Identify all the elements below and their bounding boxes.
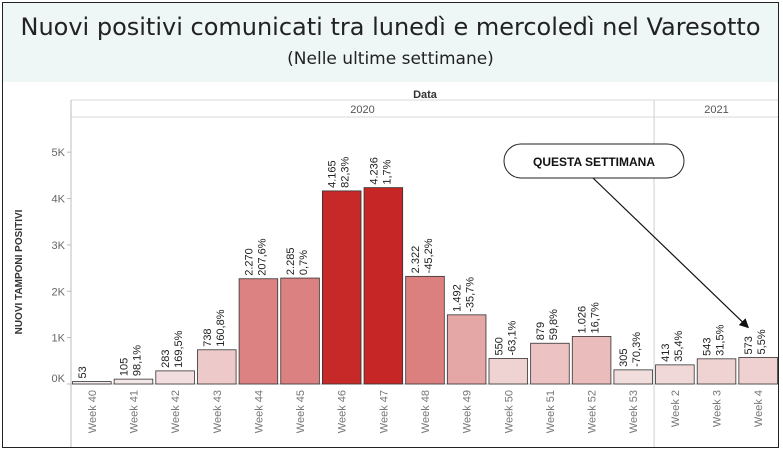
bar-week-49: [446, 314, 487, 385]
pct-label: 82,3%: [340, 156, 352, 187]
annotation-arrow: [592, 177, 750, 329]
chart-subtitle: (Nelle ultime settimane): [287, 49, 494, 69]
category-label: Week 44: [253, 390, 265, 433]
y-tick-label: 2K: [52, 286, 66, 298]
value-label: 573: [743, 336, 755, 354]
category-label: Week 4: [753, 390, 765, 427]
category-label: Week 45: [295, 390, 307, 433]
y-tick-label: 5K: [52, 147, 66, 159]
category-label: Week 46: [337, 390, 349, 433]
y-tick-label: 0K: [52, 373, 66, 385]
bar-week-53: [613, 369, 653, 385]
bar-week-42: [155, 370, 195, 385]
category-label: Week 41: [128, 390, 140, 433]
bar-week-2: [655, 364, 695, 385]
pct-label: 59,8%: [548, 309, 560, 340]
chart-header: Nuovi positivi comunicati tra lunedì e m…: [3, 3, 778, 82]
category-label: Week 49: [462, 390, 474, 433]
category-label: Week 53: [628, 390, 640, 433]
value-label: 543: [702, 337, 714, 355]
value-label: 738: [202, 328, 214, 346]
pct-label: 1,7%: [381, 159, 393, 184]
value-label: 53: [77, 366, 89, 378]
bar-week-3: [696, 358, 737, 385]
bar-week-41: [113, 378, 154, 385]
pct-label: 0,7%: [298, 250, 310, 275]
category-label: Week 43: [212, 390, 224, 433]
category-label: Week 48: [420, 390, 432, 433]
value-label: 2.270: [243, 248, 255, 276]
category-label: Week 52: [587, 390, 599, 433]
value-label: 105: [118, 358, 130, 376]
value-label: 2.285: [285, 248, 297, 276]
bar-week-40: [72, 381, 112, 385]
year-label-2021: 2021: [704, 104, 728, 116]
bar-week-50: [488, 358, 529, 385]
pct-label: 5,5%: [756, 329, 768, 354]
pct-label: -63,1%: [506, 320, 518, 355]
category-label: Week 50: [503, 390, 515, 433]
bar-week-46: [321, 190, 362, 385]
pct-label: 98,1%: [131, 345, 143, 376]
chart-title: Nuovi positivi comunicati tra lunedì e m…: [20, 13, 761, 41]
pct-label: 35,4%: [673, 330, 685, 361]
value-label: 1.492: [452, 284, 464, 312]
value-label: 305: [618, 348, 630, 366]
bar-week-44: [238, 278, 279, 385]
pct-label: 160,8%: [215, 309, 227, 347]
bar-week-47: [363, 187, 404, 385]
value-label: 4.236: [368, 157, 380, 185]
pct-label: 16,7%: [590, 302, 602, 333]
category-label: Week 51: [545, 390, 557, 433]
value-label: 413: [660, 343, 672, 361]
annotation-box: [503, 143, 685, 179]
top-axis-title: Data: [413, 89, 438, 101]
category-label: Week 42: [170, 390, 182, 433]
y-tick-label: 3K: [52, 240, 66, 252]
bar-week-45: [280, 277, 320, 385]
bar-chart: Data 2020 2021 0K 1K 2K 3K 4K 5K NUOVI TAMPONI PO…: [14, 89, 778, 447]
value-label: 2.322: [410, 246, 422, 274]
chart-frame: Nuovi positivi comunicati tra lunedì e m…: [2, 2, 779, 448]
pct-label: -70,3%: [631, 332, 643, 367]
value-label: 550: [493, 337, 505, 355]
annotation-text: QUESTA SETTIMANA: [533, 155, 655, 169]
pct-label: 207,6%: [256, 238, 268, 276]
bar-week-52: [571, 336, 612, 385]
pct-label: 169,5%: [173, 330, 185, 368]
category-label: Week 47: [378, 390, 390, 433]
pct-label: -45,2%: [423, 238, 435, 273]
pct-label: -35,7%: [465, 277, 477, 312]
value-label: 1.026: [577, 306, 589, 334]
year-label-2020: 2020: [350, 104, 374, 116]
y-axis-title: NUOVI TAMPONI POSITIVI: [14, 209, 25, 334]
category-label: Week 40: [87, 390, 99, 433]
bar-week-4: [738, 357, 778, 385]
value-label: 879: [535, 322, 547, 340]
value-label: 4.165: [327, 160, 339, 188]
category-label: Week 3: [712, 390, 724, 427]
y-tick-label: 1K: [52, 333, 66, 345]
bar-week-43: [197, 349, 237, 385]
y-tick-label: 4K: [52, 194, 66, 206]
value-label: 283: [160, 350, 172, 368]
bar-week-51: [530, 342, 570, 385]
pct-label: 31,5%: [715, 324, 727, 355]
bar-week-48: [405, 275, 445, 385]
category-label: Week 2: [670, 390, 682, 427]
